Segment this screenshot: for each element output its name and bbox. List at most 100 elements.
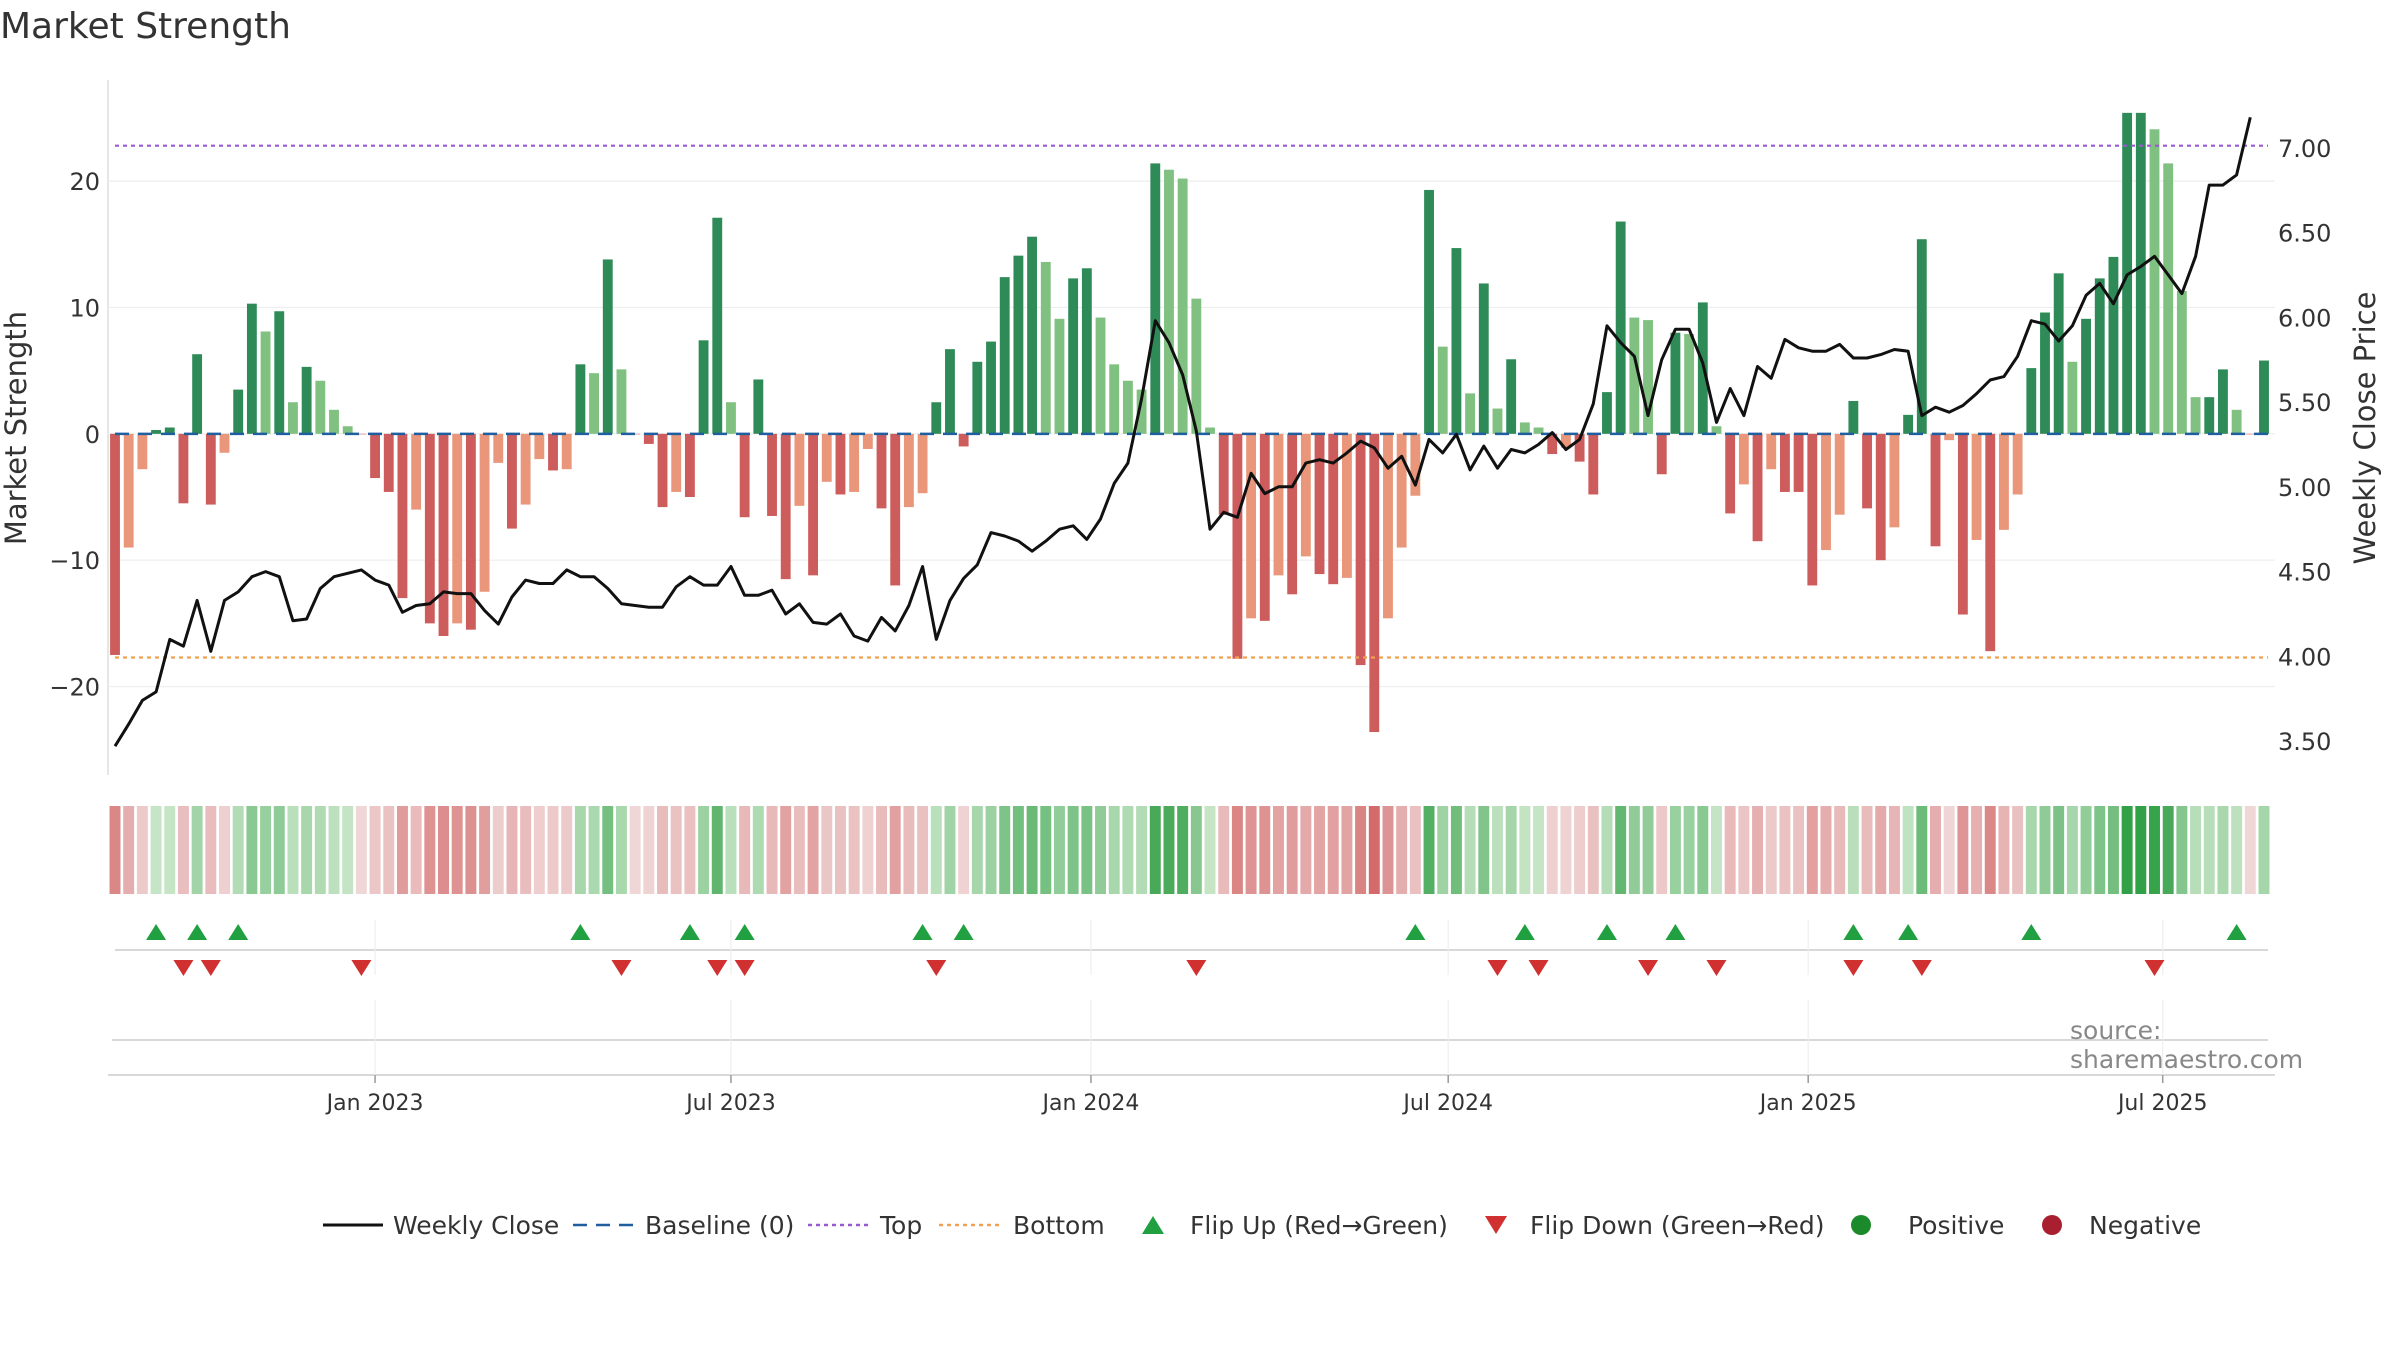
strength-bar bbox=[1848, 400, 1859, 434]
heat-strip-cell bbox=[2217, 806, 2229, 894]
heat-strip-cell bbox=[574, 806, 586, 894]
strength-bar bbox=[630, 433, 641, 435]
heat-strip-cell bbox=[410, 806, 422, 894]
heat-strip-cell bbox=[793, 806, 805, 894]
heat-strip-cell bbox=[2121, 806, 2133, 894]
heat-strip-cell bbox=[2039, 806, 2051, 894]
heat-strip-cell bbox=[1902, 806, 1914, 894]
heat-strip-cell bbox=[2066, 806, 2078, 894]
heat-strip-cell bbox=[533, 806, 545, 894]
strength-bar bbox=[1574, 433, 1585, 462]
heat-strip-cell bbox=[520, 806, 532, 894]
heat-strip-cell bbox=[1505, 806, 1517, 894]
heat-strip-cell bbox=[1793, 806, 1805, 894]
flip-up-marker bbox=[570, 924, 591, 940]
flip-down-marker bbox=[611, 960, 632, 976]
strength-bar bbox=[1013, 255, 1024, 434]
heat-strip-cell bbox=[1971, 806, 1983, 894]
y-right-axis-label: Weekly Close Price bbox=[2348, 292, 2382, 565]
flip-down-marker bbox=[1706, 960, 1727, 976]
heat-strip-cell bbox=[1492, 806, 1503, 894]
heat-strip-cell bbox=[561, 806, 573, 894]
heat-strip-cell bbox=[1806, 806, 1818, 894]
strength-bar bbox=[2204, 397, 2215, 434]
strength-bar bbox=[726, 402, 736, 434]
heat-strip-cell bbox=[383, 806, 395, 894]
strength-bar bbox=[1533, 427, 1544, 434]
heat-strip-cell bbox=[287, 806, 299, 894]
heat-strip-cell bbox=[1642, 806, 1654, 894]
heat-strip-cell bbox=[246, 806, 258, 894]
heat-strip-cell bbox=[2135, 806, 2147, 894]
heat-strip-cell bbox=[1916, 806, 1928, 894]
strength-bar bbox=[780, 433, 791, 580]
heat-strip-cell bbox=[821, 806, 833, 894]
heat-strip-cell bbox=[1697, 806, 1709, 894]
strength-bar bbox=[1615, 221, 1626, 434]
heat-strip-cell bbox=[643, 806, 655, 894]
heat-strip-cell bbox=[2162, 806, 2174, 894]
weekly-close-line bbox=[113, 116, 2252, 747]
heat-strip-cell bbox=[834, 806, 846, 894]
x-tick-label: Jul 2025 bbox=[2116, 1091, 2208, 1116]
flip-up-marker bbox=[1596, 924, 1617, 940]
heat-strip-cell bbox=[1628, 806, 1640, 894]
flip-up-marker bbox=[953, 924, 974, 940]
heat-strip-cell bbox=[342, 806, 354, 894]
strength-bar bbox=[890, 433, 901, 586]
strength-bar bbox=[219, 433, 230, 453]
heat-strip-cell bbox=[971, 806, 983, 894]
strength-bar bbox=[917, 433, 928, 494]
heat-strip-cell bbox=[2053, 806, 2065, 894]
legend-swatch-flip-down bbox=[1485, 1216, 1507, 1234]
heat-strip-cell bbox=[1177, 806, 1189, 894]
strength-bar bbox=[424, 433, 435, 624]
strength-bar bbox=[1164, 169, 1174, 434]
strength-bar bbox=[233, 389, 244, 434]
heat-strip-cell bbox=[355, 806, 367, 894]
strength-bar bbox=[1300, 433, 1311, 557]
strength-bar bbox=[1465, 393, 1476, 434]
strength-bar bbox=[2231, 409, 2242, 434]
flip-down-marker bbox=[1843, 960, 1864, 976]
heat-strip-cell bbox=[164, 806, 176, 894]
strength-bar bbox=[1629, 317, 1640, 434]
strength-bar bbox=[1916, 239, 1927, 434]
strength-bar bbox=[479, 433, 490, 592]
legend-label: Positive bbox=[1908, 1211, 2004, 1240]
strength-bar bbox=[589, 373, 600, 434]
strength-bar bbox=[493, 433, 504, 463]
heat-strip-cell bbox=[1669, 806, 1681, 894]
heat-strip-cell bbox=[629, 806, 641, 894]
strength-bar bbox=[1383, 433, 1393, 619]
strength-bar bbox=[698, 340, 709, 434]
flip-down-marker bbox=[1186, 960, 1207, 976]
heat-strip-cell bbox=[999, 806, 1011, 894]
heat-strip-cell bbox=[506, 806, 518, 894]
heat-strip-cell bbox=[328, 806, 340, 894]
flip-down-marker bbox=[707, 960, 728, 976]
legend-label: Top bbox=[879, 1211, 922, 1240]
strength-bar bbox=[671, 433, 682, 492]
heat-strip-cell bbox=[150, 806, 162, 894]
heat-strip-cell bbox=[930, 806, 942, 894]
legend-label: Negative bbox=[2089, 1211, 2201, 1240]
strength-bar bbox=[1218, 433, 1229, 515]
heat-strip-cell bbox=[1998, 806, 2010, 894]
heat-strip-cell bbox=[369, 806, 381, 894]
strength-bar bbox=[246, 303, 257, 434]
strength-bar bbox=[1410, 433, 1421, 496]
heat-strip-cell bbox=[492, 806, 504, 894]
strength-bar bbox=[1547, 433, 1558, 455]
strength-bar bbox=[986, 341, 996, 434]
strength-bar bbox=[808, 433, 819, 576]
y-right-tick-label: 4.50 bbox=[2278, 559, 2331, 587]
strength-bar bbox=[1150, 163, 1161, 434]
y-right-tick-label: 5.50 bbox=[2278, 389, 2331, 417]
strength-bar bbox=[1889, 433, 1900, 528]
strength-bar bbox=[1259, 433, 1270, 621]
legend-label: Baseline (0) bbox=[645, 1211, 794, 1240]
strength-bar bbox=[1478, 283, 1489, 434]
strength-bar bbox=[1834, 433, 1845, 515]
heat-strip-cell bbox=[985, 806, 997, 894]
